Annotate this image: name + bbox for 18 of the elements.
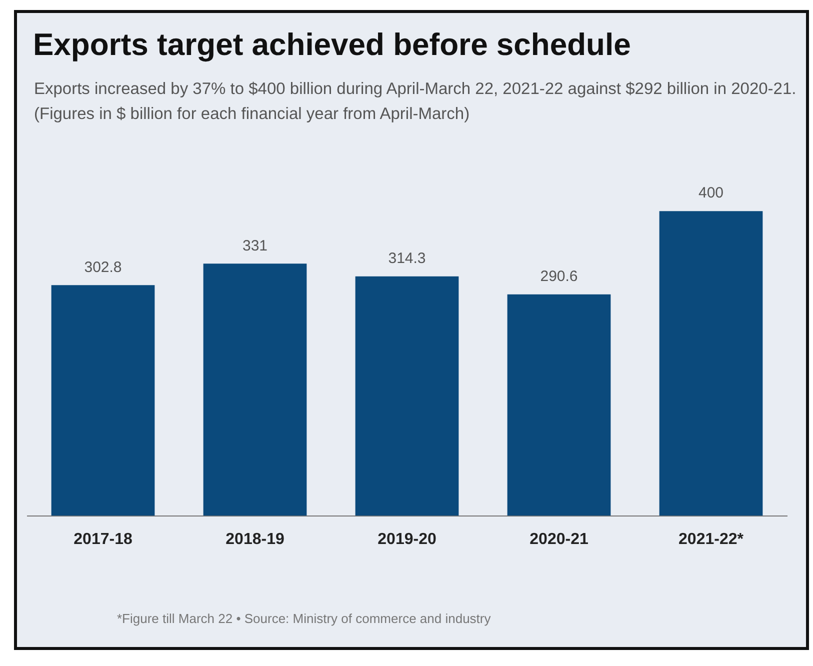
data-label: 331 (242, 237, 268, 254)
data-label: 290.6 (540, 268, 578, 286)
data-label: 314.3 (388, 250, 426, 268)
bar (355, 276, 459, 516)
bar (51, 285, 155, 516)
x-tick-label: 2020-21 (530, 530, 588, 548)
text: *Figure till March 22 • Source: Ministry of commerce and industry (117, 611, 491, 626)
data-label: 400 (698, 184, 724, 202)
chart-subtitle: Exports increased by 37% to $400 billion during April-March 22, 2021-22 against $292 billion in 2020-21. (Figures in $ billion for each financial year from April-March) (34, 79, 798, 125)
bar (507, 294, 611, 516)
x-tick-label: 2017-18 (74, 530, 132, 548)
x-tick-label: 2021-22* (678, 530, 744, 548)
bar (203, 264, 307, 516)
x-tick-label: 2018-19 (226, 530, 284, 548)
data-label: 302.8 (84, 258, 122, 276)
x-tick-label: 2019-20 (378, 530, 436, 548)
bar (659, 211, 763, 516)
chart-title: Exports target achieved before schedule (33, 27, 631, 63)
